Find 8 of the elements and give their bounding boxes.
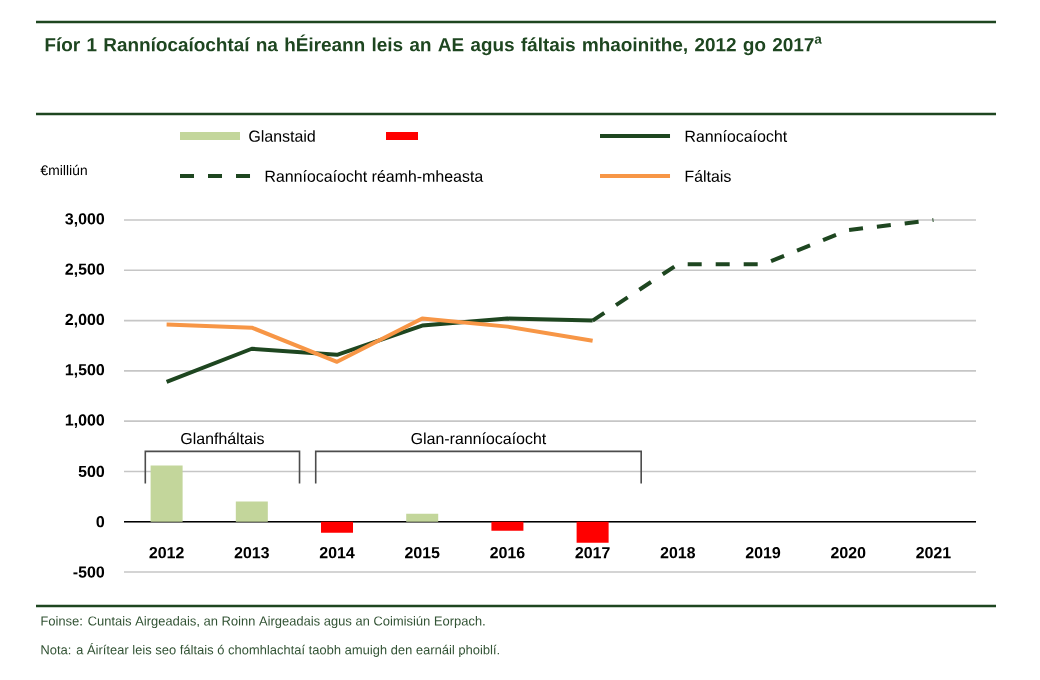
bar <box>576 521 609 543</box>
line-series <box>164 316 595 364</box>
chart-title: Fíor 1 Ranníocaíochtaí na hÉireann leis an AE agus fáltais mhaoinithe, 2012 go 2017$^{a}$ <box>45 34 822 56</box>
bar <box>321 521 354 533</box>
bar <box>235 501 268 522</box>
bar <box>406 513 439 522</box>
bar <box>491 521 524 531</box>
bar <box>150 465 183 522</box>
